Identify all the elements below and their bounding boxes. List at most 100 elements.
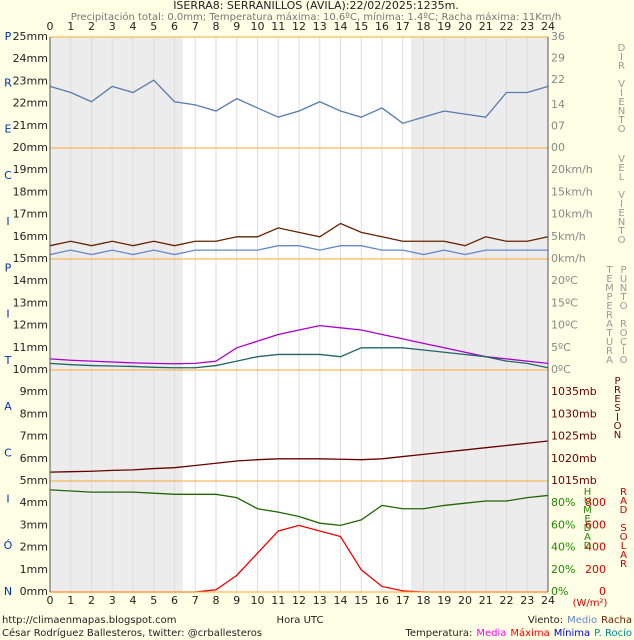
series-line	[49, 440, 549, 473]
x-tick-label-top: 15	[354, 20, 368, 33]
x-tick-label-top: 5	[150, 20, 157, 33]
x-tick-label-top: 7	[192, 20, 199, 33]
x-tick-label-top: 22	[500, 20, 514, 33]
y2-tick-label: 5km/h	[551, 230, 586, 243]
axis-label: PRESIÓN	[612, 376, 623, 439]
y-tick-label: 3mm	[20, 518, 48, 531]
x-tick-label-top: 3	[109, 20, 116, 33]
y2-tick-label: 1030mb	[551, 407, 597, 420]
y2-tick-label: 20km/h	[551, 163, 593, 176]
legend-item: Mínima	[554, 627, 590, 639]
axis-label: HUMEDAD	[582, 487, 593, 550]
legend-label: Temperatura:	[404, 628, 472, 639]
y2-tick-label: 5ºC	[551, 341, 571, 354]
y2-tick-label: 20ºC	[551, 274, 578, 287]
series-line	[49, 79, 549, 125]
axis-label: PUNTO ROCÍO	[618, 265, 629, 364]
y2-tick-label: 0%	[551, 585, 568, 598]
x-tick-label-bottom: 11	[271, 594, 285, 607]
axis-label: TEMPERATURA	[604, 265, 615, 364]
y2-tick-label: 22	[551, 73, 565, 86]
x-tick-label-bottom: 10	[251, 594, 265, 607]
y-tick-label: 9mm	[20, 385, 48, 398]
x-tick-label-bottom: 23	[520, 594, 534, 607]
y-tick-label: 7mm	[20, 430, 48, 443]
y2-tick-label: 1025mb	[551, 430, 597, 443]
x-tick-label-top: 1	[67, 20, 74, 33]
axis-letter: I	[6, 308, 9, 321]
y-tick-label: 13mm	[13, 296, 48, 309]
y2-tick-label: 40%	[551, 541, 575, 554]
axis-letter: I	[6, 215, 9, 228]
legend-item: P. Rocío	[594, 627, 632, 639]
y2-tick-label: 14	[551, 98, 565, 111]
axis-letter: E	[5, 123, 12, 136]
axis-letter: R	[4, 76, 12, 89]
x-tick-label-bottom: 22	[500, 594, 514, 607]
y2-tick-label: 80%	[551, 496, 575, 509]
y-tick-label: 15mm	[13, 252, 48, 265]
axis-letter: C	[4, 169, 12, 182]
y2-tick-label: 1035mb	[551, 385, 597, 398]
x-tick-label-bottom: 8	[213, 594, 220, 607]
y2-tick-label: 15km/h	[551, 185, 593, 198]
axis-label: VEL VIENTO	[616, 154, 627, 244]
x-tick-label-bottom: 2	[88, 594, 95, 607]
x-tick-label-top: 21	[479, 20, 493, 33]
axis-letter: A	[4, 400, 12, 413]
footer-url: http://climaenmapas.blogspot.com	[2, 615, 177, 626]
y-tick-label: 10mm	[13, 363, 48, 376]
y-tick-label: 4mm	[20, 496, 48, 509]
x-tick-label-top: 8	[213, 20, 220, 33]
y2-tick-label: 600	[585, 518, 606, 531]
x-tick-label-top: 6	[171, 20, 178, 33]
axis-label: RAD SOLAR	[618, 487, 629, 568]
legend: Viento: Medio Racha	[528, 615, 632, 626]
x-tick-label-top: 23	[520, 20, 534, 33]
chart-subtitle: Precipitación total: 0.0mm; Temperatura …	[71, 11, 562, 23]
legend-label: Viento:	[528, 615, 563, 626]
y-tick-label: 24mm	[13, 52, 48, 65]
series-line	[49, 324, 549, 365]
x-tick-label-top: 16	[375, 20, 389, 33]
x-tick-label-bottom: 4	[130, 594, 137, 607]
x-tick-label-top: 12	[292, 20, 306, 33]
y2-tick-label: 29	[551, 52, 565, 65]
x-tick-label-bottom: 9	[233, 594, 240, 607]
x-tick-label-top: 2	[88, 20, 95, 33]
y2-tick-label: 800	[585, 496, 606, 509]
legend-item: Máxima	[510, 627, 549, 639]
series-line	[49, 245, 548, 256]
x-tick-label-bottom: 6	[171, 594, 178, 607]
y2-tick-label: 07	[551, 119, 565, 132]
series-line	[49, 489, 549, 527]
x-tick-label-top: 18	[417, 20, 431, 33]
x-tick-label-top: 14	[334, 20, 348, 33]
y2-unit: (W/m²)	[573, 598, 608, 609]
y2-tick-label: 20%	[551, 563, 575, 576]
x-tick-label-top: 0	[47, 20, 54, 33]
y-tick-label: 0mm	[20, 585, 48, 598]
y-tick-label: 1mm	[20, 563, 48, 576]
x-tick-label-bottom: 15	[354, 594, 368, 607]
y-tick-label: 11mm	[13, 341, 48, 354]
y2-tick-label: 400	[585, 541, 606, 554]
y2-tick-label: 1020mb	[551, 452, 597, 465]
axis-label: DIR VIENTO	[616, 43, 627, 133]
y-tick-label: 12mm	[13, 319, 48, 332]
y-tick-label: 23mm	[13, 74, 48, 87]
y-tick-label: 14mm	[13, 274, 48, 287]
x-tick-label-bottom: 18	[417, 594, 431, 607]
axis-letter: C	[4, 446, 12, 459]
y2-tick-label: 0ºC	[551, 363, 571, 376]
footer-author: César Rodríguez Ballesteros, twitter: @c…	[2, 627, 262, 639]
y-tick-label: 16mm	[13, 230, 48, 243]
y-tick-label: 5mm	[20, 474, 48, 487]
y-tick-label: 18mm	[13, 185, 48, 198]
y2-tick-label: 00	[551, 141, 565, 154]
x-tick-label-top: 13	[313, 20, 327, 33]
x-tick-label-top: 10	[251, 20, 265, 33]
x-tick-label-bottom: 12	[292, 594, 306, 607]
x-tick-label-bottom: 14	[334, 594, 348, 607]
